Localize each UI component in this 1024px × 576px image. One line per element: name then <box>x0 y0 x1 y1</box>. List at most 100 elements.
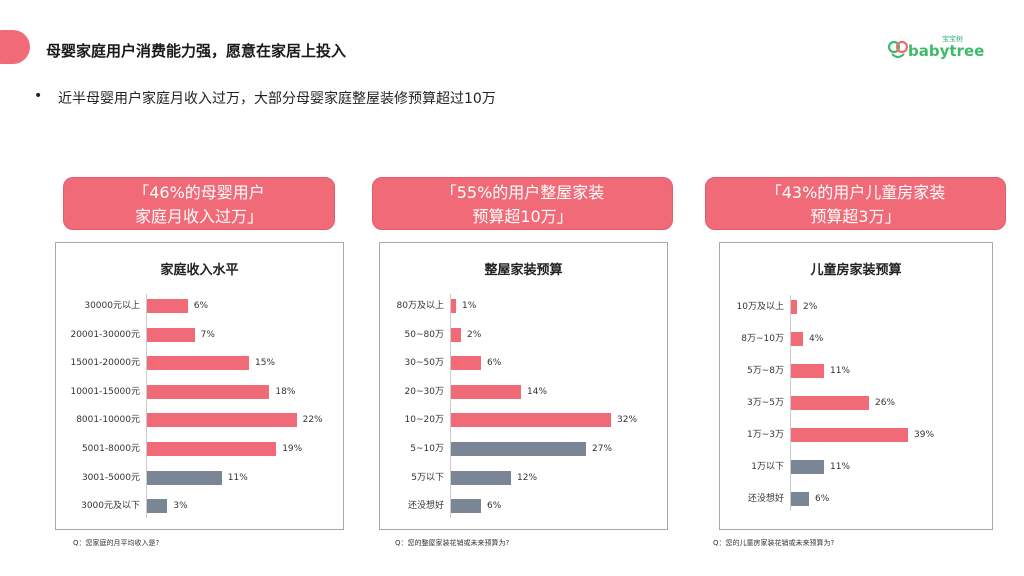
category-label: 20~30万 <box>404 386 444 397</box>
bar <box>791 332 803 346</box>
callout-line-1: 「46%的母婴用户 <box>133 183 265 202</box>
bar <box>147 470 222 485</box>
babytree-logo: 宝宝树 babytree <box>888 34 984 64</box>
bullet-marker: • <box>34 88 43 104</box>
value-label: 12% <box>517 472 538 483</box>
category-label: 还没想好 <box>747 494 784 504</box>
bar <box>451 384 521 399</box>
callout-income: 「46%的母婴用户 家庭月收入过万」 <box>63 177 335 230</box>
category-label: 8001-10000元 <box>76 415 140 426</box>
category-label: 1万~3万 <box>747 430 784 440</box>
value-label: 7% <box>200 329 215 340</box>
bar <box>791 460 824 474</box>
chart-axis <box>450 294 451 519</box>
bar <box>147 499 168 514</box>
chart-row: 还没想好 6% <box>720 491 992 507</box>
value-label: 11% <box>830 462 851 472</box>
title-accent-tab <box>0 30 30 64</box>
callout-line-2: 预算超3万」 <box>810 207 901 226</box>
category-label: 1万以下 <box>751 462 784 472</box>
value-label: 6% <box>487 501 502 512</box>
value-label: 22% <box>302 415 323 426</box>
chart-row: 80万及以上 1% <box>380 298 667 314</box>
bar <box>147 442 277 456</box>
value-label: 2% <box>803 302 818 312</box>
category-label: 15001-20000元 <box>70 358 140 369</box>
bar <box>147 413 297 428</box>
chart-row: 10001-15000元 18% <box>56 384 343 400</box>
chart-row: 30000元以上 6% <box>56 298 343 314</box>
chart-row: 5万~8万 11% <box>720 363 992 379</box>
category-label: 3万~5万 <box>747 398 784 408</box>
bar <box>147 327 195 342</box>
bar <box>451 442 586 456</box>
value-label: 27% <box>592 444 613 454</box>
callout-line-1: 「55%的用户整屋家装 <box>440 183 605 202</box>
callout-whole-house: 「55%的用户整屋家装 预算超10万」 <box>372 177 673 230</box>
value-label: 11% <box>830 366 851 376</box>
chart-panel-kids-room: 儿童房家装预算 10万及以上 2% 8万~10万 4% 5万~8万 11% 3万~5万 26%… <box>719 242 993 530</box>
survey-question: Q：您的儿童房家装花销或未来预算为? <box>713 539 835 547</box>
value-label: 4% <box>809 334 824 344</box>
chart-row: 20001-30000元 7% <box>56 327 343 343</box>
chart-panel-income: 家庭收入水平 30000元以上 6% 20001-30000元 7% 15001-200… <box>55 242 344 530</box>
chart-row: 5~10万 27% <box>380 441 667 457</box>
bar <box>147 299 188 313</box>
chart-row: 5万以下 12% <box>380 470 667 486</box>
value-label: 26% <box>875 398 896 408</box>
page-title: 母婴家庭用户消费能力强，愿意在家居上投入 <box>46 42 347 60</box>
category-label: 3001-5000元 <box>81 472 140 483</box>
bar <box>451 299 456 313</box>
bar <box>451 413 611 428</box>
value-label: 14% <box>527 386 548 397</box>
callout-kids-room: 「43%的用户儿童房家装 预算超3万」 <box>705 177 1006 230</box>
value-label: 2% <box>467 329 482 340</box>
logo-icon <box>888 40 908 59</box>
chart-row: 10~20万 32% <box>380 412 667 428</box>
bar <box>451 499 481 514</box>
bar <box>791 364 824 378</box>
chart-row: 10万及以上 2% <box>720 299 992 315</box>
category-label: 10~20万 <box>404 415 444 426</box>
chart-title: 家庭收入水平 <box>160 263 239 278</box>
logo-word: babytree <box>908 42 985 60</box>
summary-bullet: 近半母婴用户家庭月收入过万，大部分母婴家庭整屋装修预算超过10万 <box>58 91 496 107</box>
chart-row: 8001-10000元 22% <box>56 412 343 428</box>
chart-row: 30~50万 6% <box>380 355 667 371</box>
chart-title: 整屋家装预算 <box>484 263 563 278</box>
chart-row: 8万~10万 4% <box>720 331 992 347</box>
value-label: 39% <box>914 430 935 440</box>
callout-line-2: 预算超10万」 <box>472 207 573 226</box>
category-label: 3000元及以下 <box>81 501 140 512</box>
category-label: 10001-15000元 <box>70 386 140 397</box>
value-label: 18% <box>275 386 296 397</box>
value-label: 32% <box>617 415 638 426</box>
value-label: 1% <box>462 301 477 311</box>
bar <box>147 384 270 399</box>
chart-row: 20~30万 14% <box>380 384 667 400</box>
bar <box>451 470 511 485</box>
chart-title: 儿童房家装预算 <box>810 263 902 278</box>
chart-row: 3000元及以下 3% <box>56 498 343 514</box>
bar <box>791 428 908 442</box>
category-label: 20001-30000元 <box>70 329 140 340</box>
category-label: 5001-8000元 <box>81 444 140 454</box>
value-label: 6% <box>193 301 209 311</box>
bar <box>791 396 869 410</box>
bar <box>147 356 249 371</box>
chart-row: 5001-8000元 19% <box>56 441 343 457</box>
chart-row: 还没想好 6% <box>380 498 667 514</box>
value-label: 15% <box>255 358 276 369</box>
chart-axis <box>146 294 147 519</box>
chart-row: 50~80万 2% <box>380 327 667 343</box>
category-label: 5万以下 <box>411 472 444 483</box>
value-label: 6% <box>815 494 830 504</box>
value-label: 19% <box>282 444 303 454</box>
category-label: 30~50万 <box>404 358 444 369</box>
survey-question: Q：您家庭的月平均收入是? <box>73 539 160 547</box>
bar <box>451 327 461 342</box>
chart-row: 1万~3万 39% <box>720 427 992 443</box>
chart-axis <box>790 295 791 511</box>
chart-row: 1万以下 11% <box>720 459 992 475</box>
bar <box>791 300 797 314</box>
